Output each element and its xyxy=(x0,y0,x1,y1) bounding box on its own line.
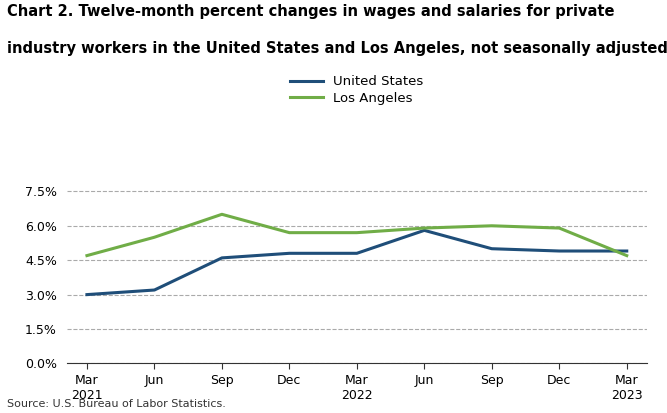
Line: Los Angeles: Los Angeles xyxy=(87,214,627,256)
Los Angeles xyxy=(555,225,563,230)
Los Angeles xyxy=(83,253,91,258)
Los Angeles xyxy=(623,253,631,258)
United States xyxy=(218,255,226,260)
Los Angeles xyxy=(218,212,226,217)
Los Angeles xyxy=(420,225,428,230)
Text: Source: U.S. Bureau of Labor Statistics.: Source: U.S. Bureau of Labor Statistics. xyxy=(7,399,225,409)
Los Angeles xyxy=(353,230,361,235)
Los Angeles xyxy=(285,230,293,235)
United States xyxy=(420,228,428,233)
United States xyxy=(83,292,91,297)
Line: United States: United States xyxy=(87,230,627,294)
United States xyxy=(285,251,293,256)
United States xyxy=(555,249,563,254)
Los Angeles xyxy=(151,235,159,240)
United States xyxy=(151,287,159,292)
United States xyxy=(488,246,496,251)
Legend: United States, Los Angeles: United States, Los Angeles xyxy=(285,70,429,110)
Text: Chart 2. Twelve-month percent changes in wages and salaries for private: Chart 2. Twelve-month percent changes in… xyxy=(7,4,614,19)
United States xyxy=(623,249,631,254)
Los Angeles xyxy=(488,223,496,228)
United States xyxy=(353,251,361,256)
Text: industry workers in the United States and Los Angeles, not seasonally adjusted: industry workers in the United States an… xyxy=(7,41,667,56)
